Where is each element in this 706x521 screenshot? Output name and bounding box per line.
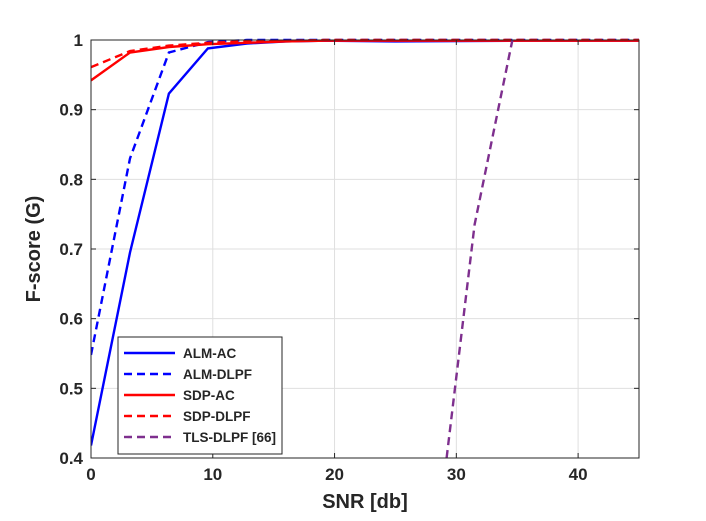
grid bbox=[91, 40, 639, 458]
x-tick-label: 20 bbox=[325, 465, 344, 484]
x-axis-label: SNR [db] bbox=[322, 491, 408, 513]
y-tick-label: 0.8 bbox=[59, 170, 83, 189]
x-tick-label: 30 bbox=[447, 465, 466, 484]
y-tick-label: 0.6 bbox=[59, 310, 83, 329]
legend-label: TLS-DLPF [66] bbox=[183, 430, 276, 445]
x-tick-label: 10 bbox=[203, 465, 222, 484]
x-tick-label: 40 bbox=[569, 465, 588, 484]
y-tick-label: 0.4 bbox=[59, 449, 83, 468]
y-axis-label: F-score (G) bbox=[23, 196, 45, 303]
axis-ticks: 0 10 20 30 40 0.4 0.5 0.6 0.7 0.8 0.9 1 bbox=[59, 31, 639, 484]
y-tick-label: 0.5 bbox=[59, 379, 83, 398]
y-tick-label: 0.9 bbox=[59, 101, 83, 120]
legend-label: ALM-AC bbox=[183, 346, 236, 361]
y-tick-label: 0.7 bbox=[59, 240, 83, 259]
legend: ALM-AC ALM-DLPF SDP-AC SDP-DLPF TLS-DLPF [66… bbox=[117, 336, 283, 455]
y-tick-label: 1 bbox=[74, 31, 83, 50]
series-line-tls-dlpf-66 bbox=[445, 39, 514, 459]
legend-label: ALM-DLPF bbox=[183, 367, 252, 382]
legend-label: SDP-DLPF bbox=[183, 409, 251, 424]
legend-label: SDP-AC bbox=[183, 388, 235, 403]
x-tick-label: 0 bbox=[86, 465, 95, 484]
